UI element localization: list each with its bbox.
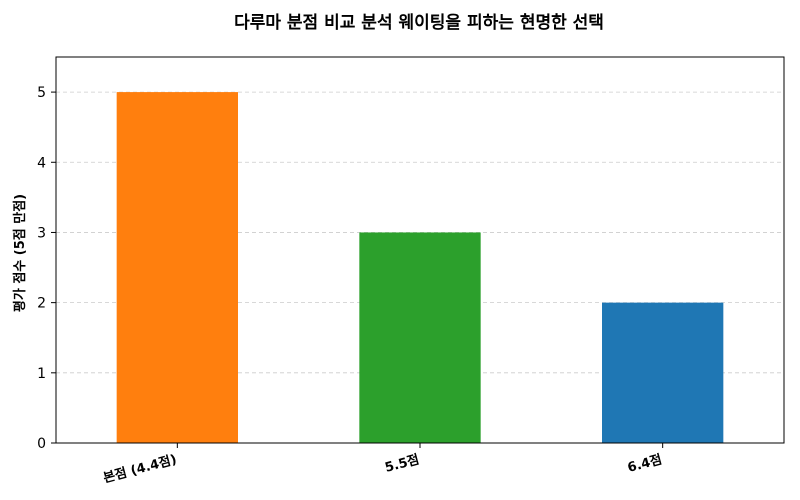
x-tick-label: 본점 (4.4점) [102,452,179,486]
y-tick-label: 4 [37,155,46,171]
bar [359,232,481,443]
bar [602,302,724,443]
y-tick-label: 3 [37,225,46,241]
x-tick-label: 5.5점 [383,452,421,476]
y-tick-label: 1 [37,366,46,382]
bar [116,92,238,443]
y-axis-label: 평가 점수 (5점 만점) [12,194,28,312]
bars [116,92,724,443]
y-tick-label: 2 [37,296,46,312]
y-axis-ticks: 0 1 2 3 4 5 [37,85,56,452]
x-tick-label: 6.4점 [626,452,664,476]
y-tick-label: 0 [37,436,46,452]
x-axis-ticks: 본점 (4.4점) 5.5점 6.4점 [102,443,664,486]
y-tick-label: 5 [37,85,46,101]
chart-title: 다루마 분점 비교 분석 웨이팅을 피하는 현명한 선택 [234,13,604,33]
